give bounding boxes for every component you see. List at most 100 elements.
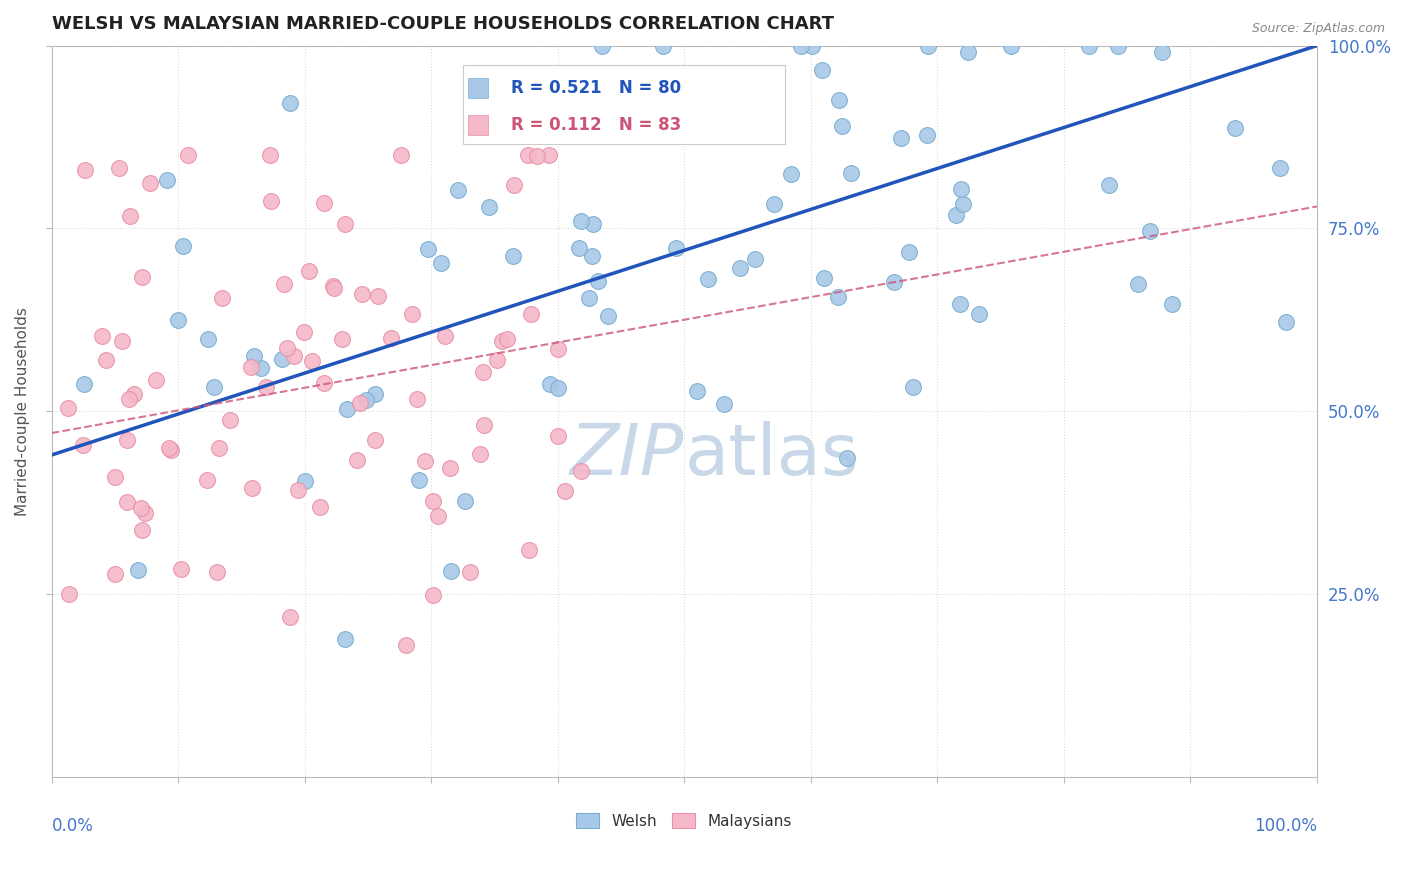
Y-axis label: Married-couple Households: Married-couple Households — [15, 307, 30, 516]
Point — [195, 473, 218, 487]
Point — [270, 351, 292, 366]
Point — [453, 493, 475, 508]
Point — [569, 214, 592, 228]
Point — [831, 119, 853, 133]
Text: R = 0.112   N = 83: R = 0.112 N = 83 — [510, 116, 681, 134]
Point — [883, 275, 905, 289]
Point — [839, 165, 862, 179]
Point — [115, 433, 138, 447]
Point — [517, 543, 540, 558]
Point — [157, 441, 180, 455]
Point — [827, 290, 849, 304]
Point — [591, 38, 613, 53]
Point — [134, 506, 156, 520]
Point — [131, 269, 153, 284]
Point — [686, 384, 709, 398]
Point — [502, 249, 524, 263]
Point — [254, 380, 277, 394]
Point — [434, 329, 457, 343]
Point — [596, 310, 619, 324]
Point — [301, 353, 323, 368]
Point — [298, 264, 321, 278]
Text: R = 0.521   N = 80: R = 0.521 N = 80 — [510, 78, 681, 96]
Point — [330, 332, 353, 346]
Point — [72, 438, 94, 452]
Point — [582, 217, 605, 231]
Text: WELSH VS MALAYSIAN MARRIED-COUPLE HOUSEHOLDS CORRELATION CHART: WELSH VS MALAYSIAN MARRIED-COUPLE HOUSEH… — [52, 15, 834, 33]
Point — [94, 353, 117, 368]
Point — [240, 481, 263, 495]
Point — [120, 209, 142, 223]
Point — [1150, 45, 1173, 59]
Point — [335, 217, 357, 231]
FancyBboxPatch shape — [463, 65, 786, 145]
Point — [124, 387, 146, 401]
Point — [73, 377, 96, 392]
Point — [202, 379, 225, 393]
Point — [56, 401, 79, 415]
Point — [259, 148, 281, 162]
Point — [401, 307, 423, 321]
Text: atlas: atlas — [685, 420, 859, 490]
Point — [280, 96, 302, 111]
Point — [346, 453, 368, 467]
Point — [1000, 38, 1022, 53]
Point — [108, 161, 131, 175]
Point — [156, 173, 179, 187]
Point — [294, 475, 316, 489]
Point — [145, 373, 167, 387]
Point — [278, 610, 301, 624]
Point — [430, 256, 453, 270]
Point — [554, 484, 576, 499]
Point — [129, 501, 152, 516]
Point — [917, 38, 939, 53]
Point — [949, 297, 972, 311]
Point — [276, 341, 298, 355]
Point — [650, 86, 672, 100]
Point — [292, 325, 315, 339]
Point — [811, 63, 834, 78]
Point — [308, 500, 330, 514]
Point — [427, 508, 450, 523]
Point — [952, 197, 974, 211]
Point — [58, 586, 80, 600]
Point — [250, 361, 273, 376]
Point — [813, 270, 835, 285]
Point — [744, 252, 766, 266]
Point — [364, 433, 387, 447]
Point — [471, 365, 494, 379]
Point — [177, 148, 200, 162]
Point — [356, 392, 378, 407]
Point — [728, 260, 751, 275]
Point — [526, 148, 548, 162]
Point — [104, 470, 127, 484]
Point — [364, 387, 387, 401]
Point — [323, 281, 346, 295]
Point — [422, 494, 444, 508]
Point — [1107, 38, 1129, 53]
Point — [1161, 297, 1184, 311]
Point — [352, 286, 374, 301]
Point — [440, 564, 463, 578]
Point — [408, 474, 430, 488]
Point — [496, 332, 519, 346]
Point — [127, 563, 149, 577]
Point — [413, 454, 436, 468]
Point — [395, 638, 418, 652]
Point — [790, 38, 813, 53]
Point — [335, 632, 357, 647]
Point — [322, 279, 344, 293]
Point — [485, 353, 508, 368]
Text: 0.0%: 0.0% — [52, 817, 93, 835]
Point — [801, 38, 824, 53]
Point — [519, 307, 541, 321]
Point — [675, 78, 697, 93]
Point — [581, 250, 603, 264]
Point — [898, 244, 921, 259]
Point — [711, 79, 734, 94]
Point — [763, 197, 786, 211]
Point — [478, 87, 501, 102]
Point — [491, 334, 513, 348]
Point — [336, 402, 359, 417]
Point — [205, 565, 228, 579]
